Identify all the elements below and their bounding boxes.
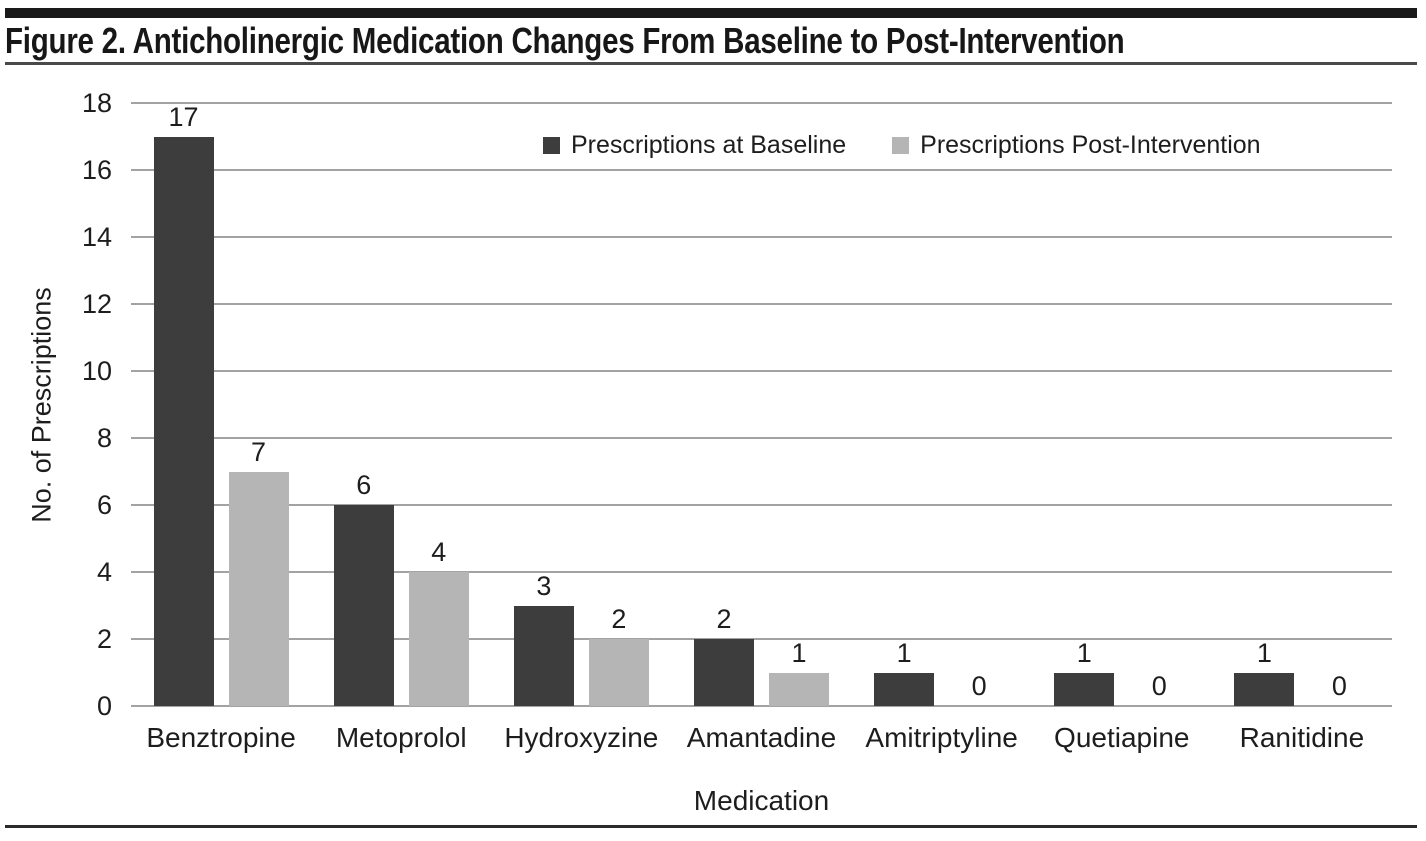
bar-value-benztropine-post: 7 (251, 436, 267, 467)
x-axis-title: Medication (693, 785, 830, 816)
x-category-label-hydroxyzine: Hydroxyzine (504, 722, 659, 753)
x-category-label-quetiapine: Quetiapine (1054, 722, 1190, 753)
bar-value-hydroxyzine-post: 2 (611, 604, 627, 634)
bar-value-quetiapine-baseline: 1 (1076, 637, 1092, 668)
y-tick-label-4: 4 (96, 557, 112, 587)
gridline-y-10 (131, 370, 1392, 372)
bar-value-amantadine-post: 1 (791, 637, 807, 668)
x-category-label-metoprolol: Metoprolol (335, 722, 467, 753)
gridline-y-12 (131, 303, 1392, 305)
bar-value-metoprolol-post: 4 (431, 537, 447, 567)
legend-item-baseline: Prescriptions at Baseline (543, 131, 846, 160)
bar-value-ranitidine-post: 0 (1331, 671, 1347, 701)
figure-top-bar (5, 8, 1417, 18)
gridline-y-0 (131, 705, 1392, 707)
chart-legend: Prescriptions at Baseline Prescriptions … (543, 131, 1261, 160)
gridline-y-18 (131, 102, 1392, 104)
gridline-y-4 (131, 571, 1392, 573)
bar-metoprolol-baseline (333, 505, 394, 706)
bar-value-amitriptyline-baseline: 1 (896, 637, 912, 668)
gridline-y-16 (131, 169, 1392, 171)
bar-hydroxyzine-post (588, 639, 649, 706)
y-tick-label-12: 12 (81, 289, 112, 319)
gridline-y-6 (131, 504, 1392, 506)
bar-ranitidine-baseline (1234, 672, 1295, 706)
x-category-label-benztropine: Benztropine (146, 722, 296, 753)
title-divider (5, 62, 1417, 65)
bar-value-quetiapine-post: 0 (1151, 671, 1167, 701)
y-axis-title-text: No. of Prescriptions (26, 287, 57, 523)
x-category-label-amantadine: Amantadine (686, 722, 837, 753)
bar-value-hydroxyzine-baseline: 3 (536, 570, 552, 601)
x-category-label-amitriptyline: Amitriptyline (865, 722, 1018, 753)
bar-value-metoprolol-baseline: 6 (356, 470, 372, 500)
legend-label-baseline: Prescriptions at Baseline (571, 131, 847, 159)
bar-quetiapine-baseline (1054, 672, 1115, 706)
bar-value-benztropine-baseline: 17 (168, 101, 199, 132)
bar-value-amantadine-baseline: 2 (716, 604, 732, 634)
bar-amantadine-baseline (694, 639, 754, 706)
bar-value-ranitidine-baseline: 1 (1256, 637, 1272, 668)
bar-value-amitriptyline-post: 0 (971, 671, 987, 701)
baseline-series-swatch (543, 137, 560, 154)
bar-benztropine-baseline (153, 136, 214, 706)
y-tick-label-6: 6 (96, 490, 112, 520)
bar-hydroxyzine-baseline (513, 605, 574, 706)
chart-plot-area: Prescriptions at Baseline Prescriptions … (131, 101, 1392, 707)
figure-bottom-rule (5, 825, 1417, 828)
legend-label-post-intervention: Prescriptions Post-Intervention (920, 131, 1261, 159)
y-tick-label-18: 18 (81, 88, 112, 118)
y-tick-label-10: 10 (81, 356, 112, 386)
gridline-y-14 (131, 236, 1392, 238)
bar-benztropine-post (228, 471, 289, 706)
bar-amantadine-post (769, 672, 829, 706)
y-tick-label-16: 16 (81, 155, 112, 185)
y-tick-label-14: 14 (81, 222, 112, 252)
gridline-y-8 (131, 437, 1392, 439)
bar-amitriptyline-baseline (874, 672, 935, 706)
legend-item-post-intervention: Prescriptions Post-Intervention (892, 131, 1261, 160)
gridline-y-2 (131, 638, 1392, 640)
bar-metoprolol-post (408, 572, 469, 706)
figure-title: Figure 2. Anticholinergic Medication Cha… (5, 20, 1125, 61)
post-intervention-series-swatch (892, 137, 910, 154)
y-tick-label-0: 0 (96, 691, 112, 721)
y-tick-label-2: 2 (96, 624, 112, 654)
x-category-label-ranitidine: Ranitidine (1239, 722, 1365, 753)
y-tick-label-8: 8 (96, 423, 112, 453)
